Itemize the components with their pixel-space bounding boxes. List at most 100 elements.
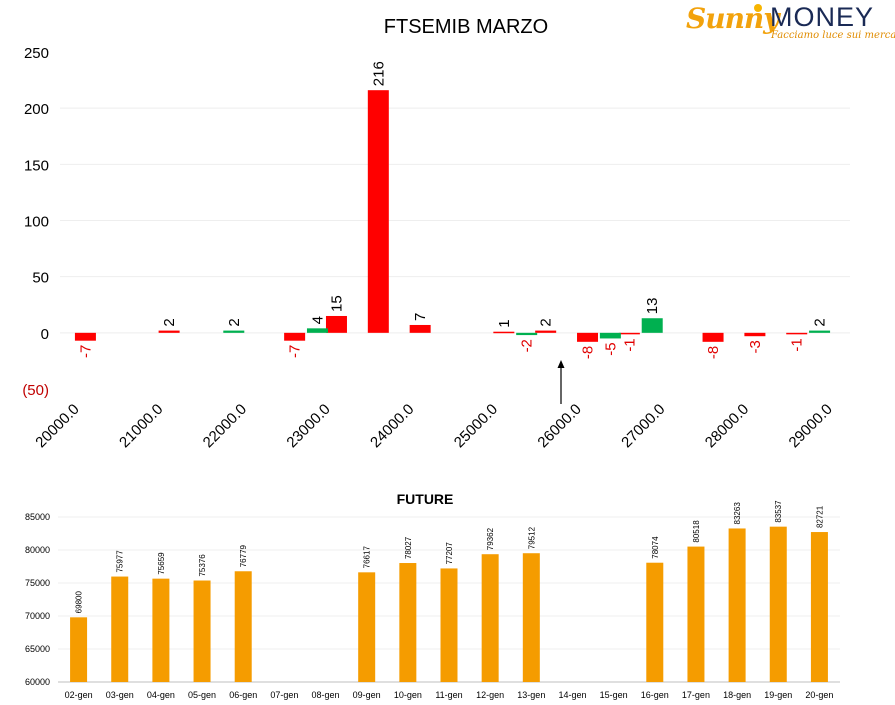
bar [367,90,389,333]
data-label: -5 [602,342,619,355]
x-tick-label: 29000.0 [786,401,836,451]
bar [306,328,328,333]
bar [687,546,705,682]
y-tick-label: 200 [24,101,49,118]
bar [284,332,306,341]
y-tick-label: (50) [22,382,49,399]
data-label: 83263 [733,502,742,525]
bars [74,90,831,342]
data-label: 75659 [157,552,166,575]
data-label: 7 [412,313,429,321]
bar [744,332,766,337]
x-tick-label: 09-gen [353,690,381,700]
bar [522,553,540,682]
bar [399,563,417,682]
x-axis: 20000.0 21000.0 22000.0 23000.0 24000.0 25000… [32,401,836,451]
bar [577,332,599,342]
brand-logo: Sunny MONEY Facciamo luce sui mercati [684,2,895,44]
x-tick-label: 18-gen [723,690,751,700]
data-label: 4 [309,316,326,324]
data-label: 82721 [815,505,824,528]
x-tick-label: 24000.0 [367,401,417,451]
bar [409,324,431,333]
x-tick-label: 12-gen [476,690,504,700]
x-tick-label: 26000.0 [534,401,584,451]
bar [641,318,663,333]
annotation-arrow [557,360,565,404]
brand-tagline: Facciamo luce sui mercati [771,30,895,41]
data-label: 2 [226,318,243,326]
bar [440,568,458,682]
data-label: 75977 [116,550,125,573]
x-tick-label: 20000.0 [32,401,82,451]
bar [516,332,538,336]
x-tick-label: 13-gen [517,690,545,700]
data-label: 76617 [363,546,372,569]
data-label: 76779 [239,544,248,567]
data-label: -7 [287,345,304,358]
arrow-head-icon [557,360,565,368]
bar [358,572,376,682]
bar [702,332,724,342]
data-label: -2 [519,339,536,352]
x-tick-label: 02-gen [65,690,93,700]
data-label: 75376 [198,554,207,577]
ftsemib-marzo-chart: FTSEMIB MARZO 250 200 150 100 50 0 (50) -7 2 -7 1… [22,16,850,451]
y-tick-label: 75000 [25,578,50,588]
data-label: -7 [77,345,94,358]
data-label: 2 [161,318,178,326]
bar [809,330,831,333]
x-tick-label: 25000.0 [451,401,501,451]
y-axis: 85000 80000 75000 70000 65000 60000 [25,512,50,687]
data-label: 2 [538,318,555,326]
bar [223,330,245,333]
data-label: 79512 [527,526,536,549]
brand-name-money: MONEY [770,2,875,32]
data-label: 13 [644,298,661,315]
y-tick-label: 250 [24,45,49,62]
bar [325,315,347,333]
data-label: -1 [621,338,638,351]
bar [74,332,96,341]
data-labels: 69800 75977 75659 75376 76779 76617 78027 77207… [75,500,825,613]
data-label: 77207 [445,542,454,565]
x-tick-label: 16-gen [641,690,669,700]
x-tick-label: 20-gen [805,690,833,700]
y-tick-label: 0 [41,326,49,343]
chart-title: FTSEMIB MARZO [384,16,548,38]
data-label: 15 [328,295,345,312]
data-label: 1 [496,319,513,327]
bar [234,571,252,682]
data-label: 2 [812,318,829,326]
bar [493,331,515,334]
x-tick-label: 05-gen [188,690,216,700]
bar [646,562,664,682]
x-tick-label: 22000.0 [200,401,250,451]
data-label: 78027 [404,536,413,559]
data-label: 80518 [692,520,701,543]
x-tick-label: 06-gen [229,690,257,700]
x-tick-label: 11-gen [435,690,462,700]
y-tick-label: 60000 [25,677,50,687]
brand-name-sunny: Sunny [686,2,780,35]
x-tick-label: 04-gen [147,690,175,700]
y-tick-label: 70000 [25,611,50,621]
data-label: -1 [789,338,806,351]
bar [158,330,180,333]
bar [599,332,621,339]
x-tick-label: 15-gen [600,690,628,700]
y-tick-label: 65000 [25,644,50,654]
bar [70,617,88,682]
data-label: 83537 [774,500,783,523]
data-label: 79362 [486,527,495,550]
bar [152,578,170,682]
data-label: -8 [705,346,722,359]
y-tick-label: 80000 [25,545,50,555]
data-labels: -7 2 -7 15 216 7 1 2 -8 -1 -8 -3 -1 2 4 -2 -5 13 2 [77,61,828,359]
x-tick-label: 07-gen [270,690,298,700]
x-tick-label: 27000.0 [618,401,668,451]
y-tick-label: 50 [32,270,49,287]
bar [728,528,746,682]
x-tick-label: 03-gen [106,690,134,700]
bars [70,526,828,682]
